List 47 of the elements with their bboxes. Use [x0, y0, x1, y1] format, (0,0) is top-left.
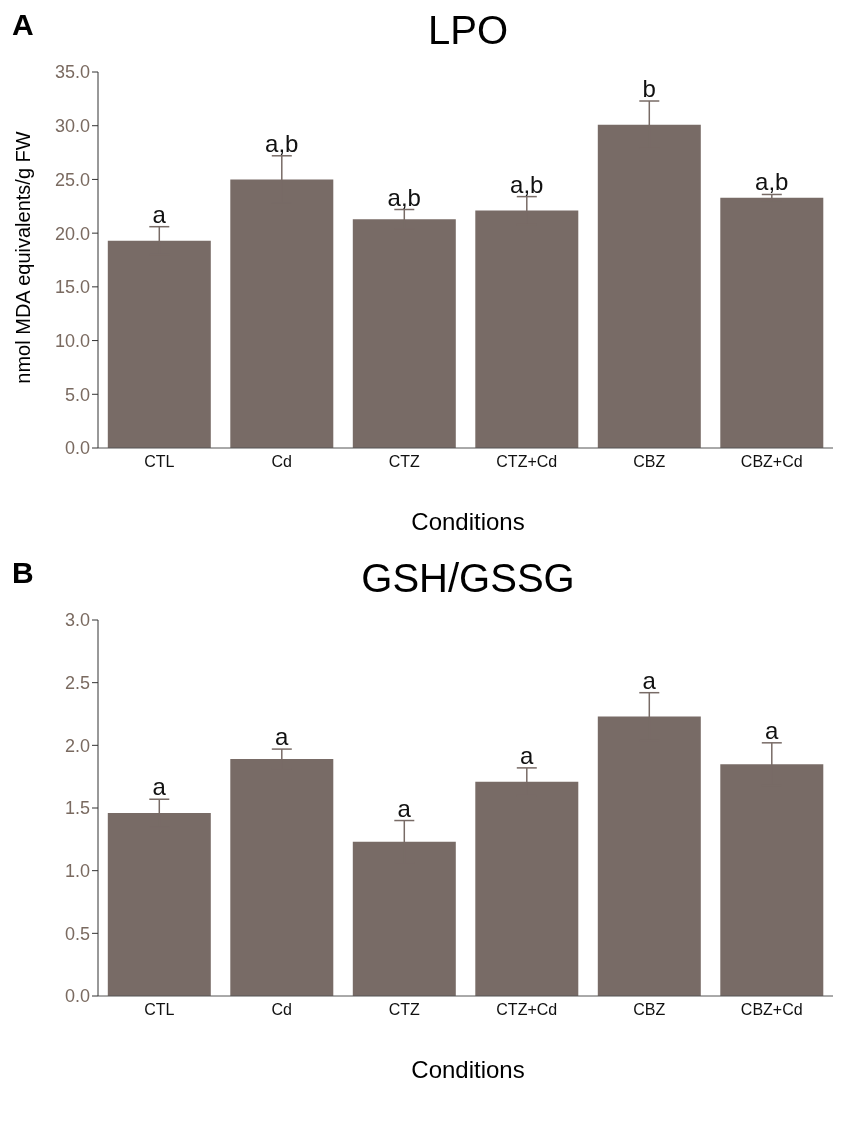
x-tick-label: CTZ: [388, 1001, 421, 1019]
bar: [720, 197, 824, 448]
y-tick-label: 1.5: [64, 798, 90, 819]
y-tick-label: 0.5: [64, 923, 90, 944]
x-axis-title: Conditions: [410, 1056, 526, 1084]
x-tick-label: CBZ: [633, 1001, 666, 1019]
x-tick-label: Cd: [271, 453, 292, 471]
annotation: a: [520, 741, 535, 769]
text: B: [12, 556, 34, 590]
y-tick-label: 25.0: [54, 169, 90, 190]
y-tick-label: 1.0: [64, 861, 90, 882]
annotation: a,b: [265, 129, 299, 157]
chart-title: GSH/GSSG: [360, 556, 576, 601]
x-tick-label: CBZ+Cd: [740, 453, 803, 471]
x-tick-label: CBZ: [633, 453, 666, 471]
x-tick-label: CTL: [144, 1001, 175, 1019]
y-tick-label: 15.0: [54, 277, 90, 298]
y-tick-label: 2.0: [64, 735, 90, 756]
y-tick-label: 0.0: [64, 438, 90, 459]
annotation: a: [397, 794, 412, 822]
y-tick-label: 30.0: [54, 116, 90, 137]
annotation: a,b: [755, 168, 789, 196]
annotation: a: [152, 200, 167, 228]
y-tick-label: 2.5: [64, 673, 90, 694]
x-axis-title: Conditions: [410, 508, 526, 536]
annotation: a: [642, 666, 657, 694]
y-tick-label: 3.0: [64, 610, 90, 631]
text: A: [12, 8, 34, 42]
x-tick-label: CTZ: [388, 453, 421, 471]
chart-title: LPO: [426, 8, 509, 53]
x-tick-label: CTZ+Cd: [496, 1001, 558, 1019]
annotation: b: [642, 75, 656, 103]
y-tick-label: 35.0: [54, 62, 90, 83]
x-tick-label: Cd: [271, 1001, 292, 1019]
y-tick-label: 20.0: [54, 223, 90, 244]
y-tick-label: 5.0: [64, 384, 90, 405]
x-tick-label: CTL: [144, 453, 175, 471]
annotation: a: [275, 723, 290, 751]
annotation: a: [765, 716, 780, 744]
y-tick-label: 10.0: [54, 330, 90, 351]
y-axis-title: nmol MDA equivalents/g FW: [11, 130, 35, 384]
annotation: a: [152, 773, 167, 801]
x-tick-label: CTZ+Cd: [496, 453, 558, 471]
annotation: a,b: [510, 170, 544, 198]
y-tick-label: 0.0: [64, 986, 90, 1007]
x-tick-label: CBZ+Cd: [740, 1001, 803, 1019]
annotation: a,b: [387, 183, 421, 211]
